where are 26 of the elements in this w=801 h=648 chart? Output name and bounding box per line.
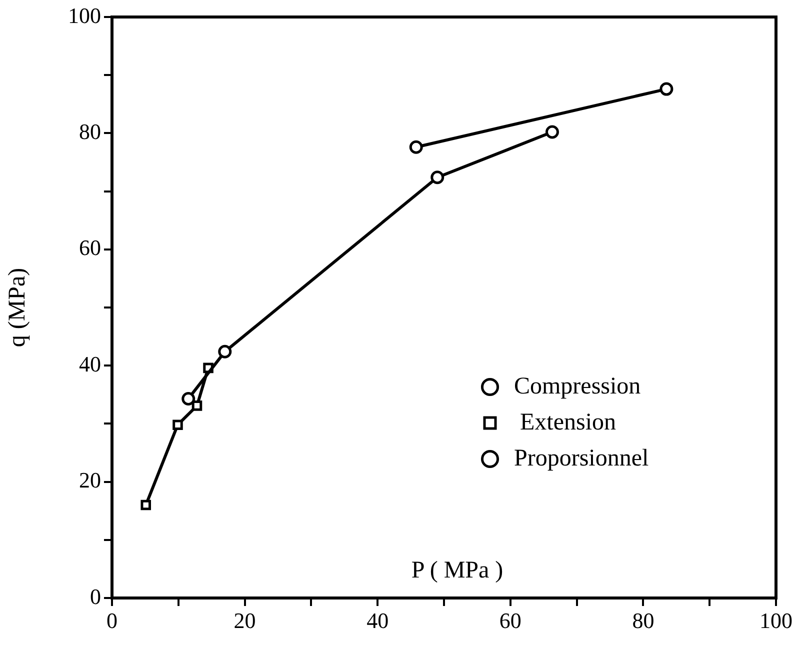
point (172, 420, 183, 430)
y-tick-label: 100 (68, 2, 101, 28)
y-tick-label: 60 (79, 235, 101, 260)
point (182, 392, 196, 406)
legend-label: Compression (514, 373, 641, 400)
x-tick-label: 100 (760, 608, 792, 633)
legend-label: Proporsionnel (514, 445, 649, 472)
x-axis-title: P ( MPa ) (411, 557, 504, 584)
x-tick-label: 60 (499, 608, 522, 633)
point (430, 170, 444, 184)
y-tick-label: 40 (79, 351, 101, 376)
x-tick-label: 80 (632, 608, 654, 633)
y-tick-label: 80 (79, 118, 101, 144)
x-tick-label: 40 (366, 608, 389, 633)
point (409, 140, 423, 154)
y-tick-label: 20 (79, 468, 101, 493)
point (660, 82, 674, 96)
point (140, 500, 152, 510)
legend-label: Extension (514, 409, 616, 436)
point (218, 344, 232, 358)
point (192, 400, 202, 411)
x-tick-label: 20 (234, 608, 256, 633)
point (545, 125, 559, 139)
y-axis-title: q (MPa) (4, 268, 31, 348)
y-tick-label: 0 (90, 584, 101, 609)
x-tick-label: 0 (106, 608, 118, 633)
